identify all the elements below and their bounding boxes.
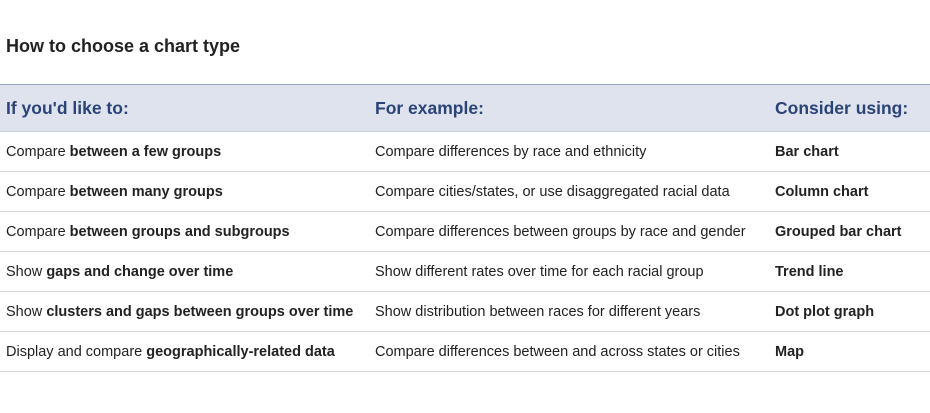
example-cell: Compare cities/states, or use disaggrega…: [375, 183, 730, 200]
action-emphasis: between many groups: [69, 183, 223, 200]
chart-type-table: If you'd like to: For example: Consider …: [0, 84, 930, 372]
chart-type-cell: Grouped bar chart: [775, 223, 902, 240]
table-row: Show gaps and change over time Show diff…: [0, 252, 930, 292]
action-cell: Compare between many groups: [0, 184, 370, 200]
table-row: Show clusters and gaps between groups ov…: [0, 292, 930, 332]
action-prefix: Show: [6, 263, 47, 280]
action-prefix: Compare: [6, 223, 70, 240]
action-emphasis: between groups and subgroups: [69, 223, 290, 240]
header-if-youd-like-to: If you'd like to:: [6, 97, 129, 118]
action-cell: Show gaps and change over time: [0, 264, 370, 280]
header-for-example: For example:: [375, 97, 484, 118]
chart-type-cell: Trend line: [775, 263, 844, 280]
action-cell: Show clusters and gaps between groups ov…: [0, 304, 370, 320]
header-consider-using: Consider using:: [775, 97, 909, 118]
chart-type-cell: Column chart: [775, 183, 869, 200]
action-emphasis: geographically-related data: [146, 343, 335, 360]
action-cell: Compare between a few groups: [0, 144, 370, 160]
action-emphasis: between a few groups: [69, 143, 222, 160]
table-header-row: If you'd like to: For example: Consider …: [0, 85, 930, 132]
table-row: Compare between a few groups Compare dif…: [0, 132, 930, 172]
example-cell: Show distribution between races for diff…: [375, 303, 701, 320]
action-emphasis: clusters and gaps between groups over ti…: [46, 303, 354, 320]
table-row: Compare between many groups Compare citi…: [0, 172, 930, 212]
example-cell: Show different rates over time for each …: [375, 263, 704, 280]
action-prefix: Compare: [6, 183, 70, 200]
table-row: Display and compare geographically-relat…: [0, 332, 930, 372]
table-row: Compare between groups and subgroups Com…: [0, 212, 930, 252]
example-cell: Compare differences between and across s…: [375, 343, 740, 360]
action-emphasis: gaps and change over time: [46, 263, 234, 280]
action-cell: Display and compare geographically-relat…: [0, 344, 370, 360]
example-cell: Compare differences between groups by ra…: [375, 223, 746, 240]
action-prefix: Compare: [6, 143, 70, 160]
chart-type-cell: Map: [775, 343, 804, 360]
chart-type-cell: Dot plot graph: [775, 303, 875, 320]
action-cell: Compare between groups and subgroups: [0, 224, 370, 240]
action-prefix: Display and compare: [6, 343, 147, 360]
action-prefix: Show: [6, 303, 47, 320]
chart-type-cell: Bar chart: [775, 143, 839, 160]
page-title: How to choose a chart type: [6, 36, 241, 56]
example-cell: Compare differences by race and ethnicit…: [375, 143, 647, 160]
